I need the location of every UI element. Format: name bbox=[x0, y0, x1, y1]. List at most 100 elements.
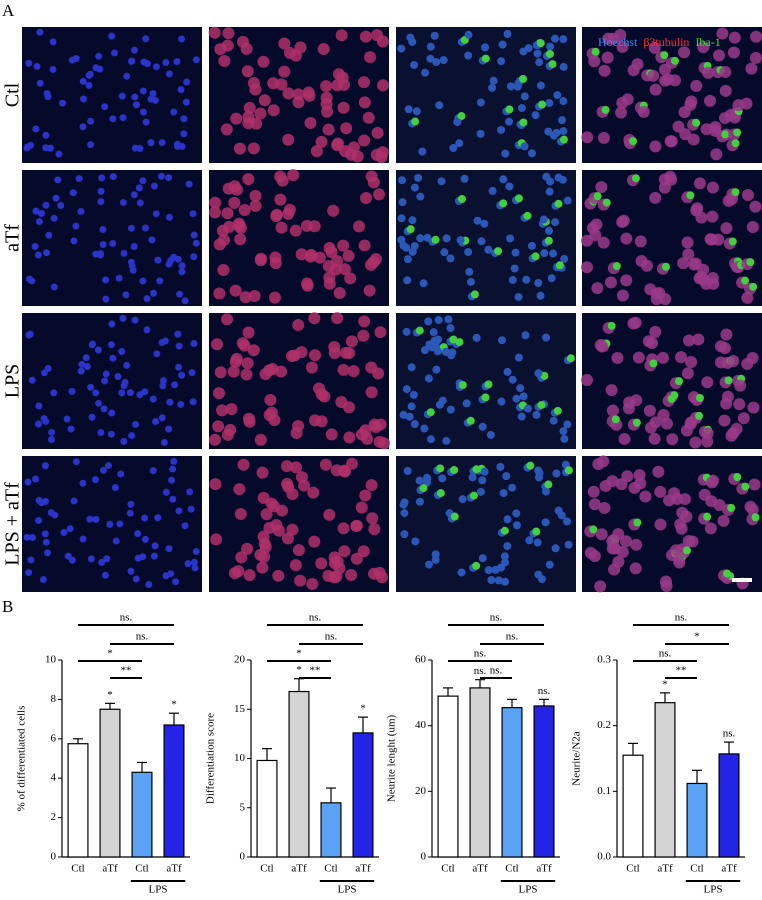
microglia bbox=[466, 416, 475, 425]
y-tick-label: 4 bbox=[51, 772, 57, 784]
cell bbox=[367, 256, 380, 269]
nucleus bbox=[488, 83, 497, 92]
nucleus bbox=[533, 538, 542, 547]
microglia bbox=[537, 400, 546, 409]
cell bbox=[594, 338, 607, 351]
microglia bbox=[731, 188, 740, 197]
nucleus bbox=[43, 549, 51, 557]
cell bbox=[607, 32, 620, 45]
cell bbox=[364, 51, 377, 64]
nucleus bbox=[47, 435, 55, 443]
y-tick-label: 20 bbox=[234, 654, 246, 666]
nucleus bbox=[25, 331, 33, 339]
cell bbox=[276, 174, 289, 187]
nucleus bbox=[111, 484, 119, 492]
cell bbox=[630, 538, 643, 551]
bar-annotation: ns. bbox=[474, 665, 487, 677]
nucleus bbox=[49, 38, 57, 46]
nucleus bbox=[534, 473, 543, 482]
cell bbox=[282, 480, 295, 493]
nucleus bbox=[181, 522, 189, 530]
cell bbox=[337, 101, 350, 114]
cell bbox=[374, 418, 387, 431]
nucleus bbox=[545, 187, 554, 196]
x-tick-label: aTf bbox=[102, 863, 118, 875]
microglia bbox=[532, 527, 541, 536]
microglia bbox=[426, 408, 435, 417]
cell bbox=[211, 338, 224, 351]
microglia bbox=[593, 192, 602, 201]
cell bbox=[335, 395, 348, 408]
cell bbox=[746, 503, 759, 516]
microglia bbox=[751, 513, 760, 522]
nucleus bbox=[418, 147, 427, 156]
nucleus bbox=[169, 465, 177, 473]
cell bbox=[331, 137, 344, 150]
comparison-label: ns. bbox=[120, 612, 133, 624]
cell bbox=[339, 346, 352, 359]
microglia bbox=[531, 252, 540, 261]
cell bbox=[695, 211, 708, 224]
nucleus bbox=[151, 542, 159, 550]
cell bbox=[687, 133, 700, 146]
nucleus bbox=[489, 76, 498, 85]
nucleus bbox=[486, 430, 495, 439]
cell bbox=[676, 506, 689, 519]
nucleus bbox=[534, 279, 543, 288]
nucleus bbox=[437, 177, 446, 186]
cell bbox=[308, 414, 321, 427]
cell bbox=[337, 239, 350, 252]
nucleus bbox=[512, 394, 521, 403]
cell bbox=[234, 508, 247, 521]
row-label: Ctl bbox=[2, 82, 24, 107]
nucleus bbox=[425, 560, 434, 569]
cell bbox=[368, 567, 381, 580]
microglia bbox=[611, 415, 620, 424]
microglia bbox=[553, 406, 562, 415]
nucleus bbox=[426, 42, 435, 51]
cell bbox=[581, 373, 594, 386]
microglia bbox=[538, 100, 547, 109]
nucleus bbox=[402, 243, 411, 252]
cell bbox=[208, 26, 221, 39]
cell bbox=[693, 177, 706, 190]
microglia bbox=[721, 130, 730, 139]
nucleus bbox=[558, 116, 567, 125]
nucleus bbox=[410, 183, 419, 192]
cell bbox=[214, 366, 227, 379]
nucleus bbox=[176, 290, 184, 298]
cell bbox=[682, 535, 695, 548]
nucleus bbox=[158, 414, 166, 422]
nucleus bbox=[177, 86, 185, 94]
nucleus bbox=[190, 339, 198, 347]
x-tick-label: Ctl bbox=[324, 863, 337, 875]
cell bbox=[315, 135, 328, 148]
nucleus bbox=[48, 428, 56, 436]
microglia bbox=[660, 51, 669, 60]
cell bbox=[213, 287, 226, 300]
nucleus bbox=[127, 500, 135, 508]
nucleus bbox=[192, 547, 200, 555]
cell bbox=[351, 150, 364, 163]
microglia bbox=[566, 354, 575, 363]
cell bbox=[263, 409, 276, 422]
cell bbox=[338, 464, 351, 477]
nucleus bbox=[175, 507, 183, 515]
nucleus bbox=[27, 556, 35, 564]
cell bbox=[654, 518, 667, 531]
cell bbox=[706, 181, 719, 194]
cell bbox=[595, 528, 608, 541]
nucleus bbox=[560, 254, 569, 263]
nucleus bbox=[497, 397, 506, 406]
nucleus bbox=[546, 177, 555, 186]
nucleus bbox=[109, 239, 117, 247]
bar bbox=[469, 687, 491, 858]
nucleus bbox=[141, 535, 149, 543]
comparison-label: ns. bbox=[474, 648, 487, 660]
cell bbox=[267, 104, 280, 117]
cell bbox=[665, 173, 678, 186]
x-tick-label: aTf bbox=[472, 863, 488, 875]
nucleus bbox=[527, 241, 536, 250]
x-tick-label: aTf bbox=[536, 863, 552, 875]
